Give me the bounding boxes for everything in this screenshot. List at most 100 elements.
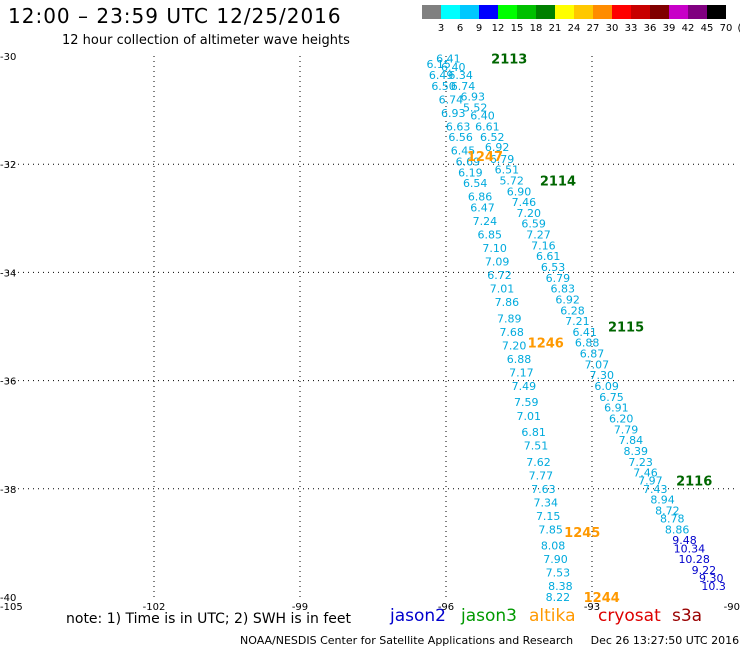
- wave-height-value: 6.90: [507, 185, 532, 198]
- colorbar-label: 36: [644, 23, 657, 34]
- wave-height-value: 6.53: [541, 261, 566, 274]
- wave-height-value: 6.69: [456, 155, 481, 168]
- colorbar-swatch: [441, 5, 460, 19]
- wave-height-value: 10.28: [678, 553, 710, 566]
- wave-height-value: 7.53: [546, 567, 571, 580]
- wave-height-value: 7.01: [516, 410, 541, 423]
- wave-height-value: 7.24: [473, 215, 498, 228]
- wave-height-value: 8.22: [546, 591, 571, 604]
- y-tick-label: -40: [0, 593, 16, 604]
- satellite-s3a: s3a: [672, 606, 703, 626]
- colorbar-swatch: [460, 5, 479, 19]
- wave-height-value: 8.72: [655, 504, 680, 517]
- pass-number-label: 2116: [676, 475, 712, 490]
- wave-height-value: 7.21: [565, 315, 590, 328]
- y-tick-label: -34: [0, 268, 16, 279]
- wave-height-value: 10.34: [674, 542, 706, 555]
- pass-number-label: 2113: [491, 53, 527, 68]
- wave-height-value: 6.51: [495, 164, 520, 177]
- wave-height-value: 6.40: [441, 61, 466, 74]
- wave-height-value: 7.15: [536, 510, 561, 523]
- wave-height-value: 9.48: [672, 534, 697, 547]
- wave-height-value: 6.79: [546, 272, 571, 285]
- wave-height-value: 6.56: [448, 131, 473, 144]
- colorbar-swatch: [593, 5, 612, 19]
- wave-height-value: 6.19: [458, 166, 483, 179]
- wave-height-value: 6.85: [478, 229, 503, 242]
- wave-height-value: 7.79: [614, 423, 639, 436]
- wave-height-value: 7.84: [619, 434, 644, 447]
- footer-note: note: 1) Time is in UTC; 2) SWH is in fe…: [66, 611, 352, 627]
- wave-height-value: 6.59: [521, 218, 546, 231]
- wave-height-value: 6.40: [470, 110, 495, 123]
- chart-title: 12:00 – 23:59 UTC 12/25/2016: [8, 4, 342, 28]
- colorbar-label: 15: [511, 23, 524, 34]
- wave-height-value: 7.51: [524, 440, 549, 453]
- wave-height-value: 6.93: [441, 107, 466, 120]
- wave-height-value: 6.34: [448, 69, 473, 82]
- chart-subtitle: 12 hour collection of altimeter wave hei…: [62, 33, 350, 48]
- wave-height-value: 7.20: [502, 339, 527, 352]
- wave-height-value: 7.68: [499, 326, 524, 339]
- colorbar-swatch: [422, 5, 441, 19]
- wave-height-value: 9.22: [692, 564, 717, 577]
- grid: [8, 56, 738, 597]
- wave-height-value: 7.17: [509, 366, 534, 379]
- colorbar-label: 6: [457, 23, 463, 34]
- wave-height-value: 7.59: [514, 396, 539, 409]
- wave-height-value: 7.86: [495, 296, 520, 309]
- wave-height-value: 7.90: [543, 553, 568, 566]
- wave-height-value: 6.74: [439, 93, 464, 106]
- wave-height-value: 7.23: [628, 456, 653, 469]
- wave-height-value: 6.28: [560, 304, 585, 317]
- satellite-altika: altika: [529, 606, 576, 626]
- colorbar-label: 12: [492, 23, 505, 34]
- wave-height-value: 7.89: [497, 312, 522, 325]
- wave-height-value: 7.46: [633, 467, 658, 480]
- colorbar-label: 3: [438, 23, 444, 34]
- wave-height-value: 6.93: [461, 91, 486, 104]
- wave-height-value: 8.78: [660, 513, 685, 526]
- x-tick-label: -93: [584, 602, 600, 613]
- wave-height-value: 6.45: [451, 145, 476, 158]
- wave-height-value: 6.15: [426, 58, 451, 71]
- wave-height-value: 6.54: [463, 177, 488, 190]
- wave-height-value: 7.85: [538, 523, 563, 536]
- wave-height-value: 6.75: [599, 391, 624, 404]
- wave-height-value: 6.47: [470, 201, 495, 214]
- wave-height-value: 7.20: [516, 207, 541, 220]
- wave-height-value: 6.41: [436, 53, 461, 66]
- wave-height-value: 7.09: [485, 256, 510, 269]
- wave-height-value: 7.01: [490, 283, 515, 296]
- y-tick-label: -30: [0, 52, 16, 63]
- wave-height-value: 5.52: [463, 101, 488, 114]
- colorbar-swatch: [688, 5, 707, 19]
- wave-height-value: 6.09: [594, 380, 619, 393]
- colorbar-label: 45: [701, 23, 714, 34]
- wave-height-value: 6.83: [551, 283, 576, 296]
- axis-ticks: -105 -102 -99 -96 -93 -90 -30 -32 -34 -36 -38 -40: [0, 52, 740, 613]
- x-tick-label: -96: [438, 602, 454, 613]
- wave-height-value: 8.38: [548, 580, 573, 593]
- colorbar-swatch: [707, 5, 726, 19]
- credit-line: NOAA/NESDIS Center for Satellite Applica…: [240, 634, 740, 647]
- colorbar-label: 30: [606, 23, 619, 34]
- wave-height-value: 9.30: [699, 572, 724, 585]
- wave-height-value: 6.87: [580, 348, 605, 361]
- colorbar-label: 21: [549, 23, 562, 34]
- wave-height-value: 7.77: [529, 469, 554, 482]
- wave-height-value: 6.88: [507, 353, 532, 366]
- colorbar-label: 39: [663, 23, 676, 34]
- wave-height-value: 6.20: [609, 412, 634, 425]
- wave-height-value: 6.79: [490, 153, 515, 166]
- wave-height-value: 7.34: [534, 496, 559, 509]
- pass-number-label: 2114: [540, 174, 576, 189]
- wave-height-value: 6.88: [575, 337, 600, 350]
- pass-number-label: 1247: [467, 150, 503, 165]
- wave-height-value: 7.63: [531, 483, 556, 496]
- x-tick-label: -105: [0, 602, 23, 613]
- wave-height-points: 6.416.156.406.496.346.506.746.936.745.52…: [426, 53, 725, 604]
- y-tick-label: -36: [0, 377, 16, 388]
- colorbar-label: 27: [587, 23, 600, 34]
- colorbar-label: 9: [476, 23, 482, 34]
